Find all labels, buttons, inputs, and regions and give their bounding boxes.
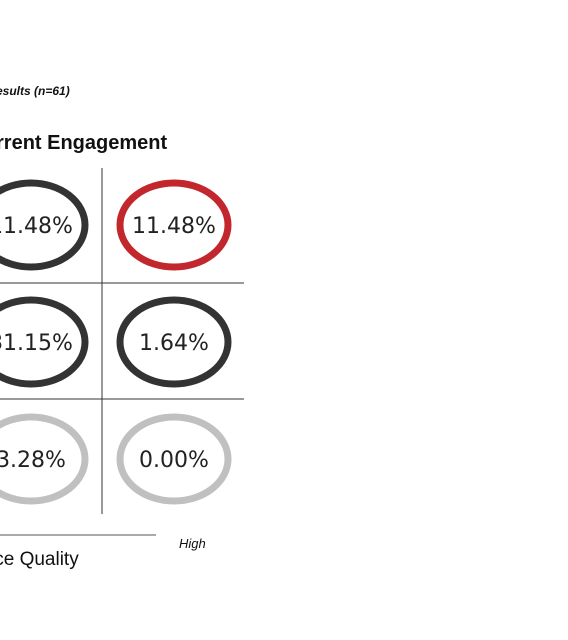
matrix-ring-r3-c1 [0, 413, 89, 505]
matrix-value-r2-c2: 1.64% [139, 331, 209, 356]
matrix-value-r2-c1: 31.15% [0, 331, 73, 356]
matrix-ring-r1-c2 [116, 179, 232, 271]
matrix-ring-r1-c1 [0, 179, 89, 271]
grid-lines [0, 168, 244, 536]
matrix-ring-r3-c2 [116, 413, 232, 505]
matrix-ring-r2-c2 [116, 296, 232, 388]
matrix-cell-r3-c2: 0.00% [116, 413, 232, 505]
matrix-value-r3-c1: 3.28% [0, 448, 66, 473]
matrix-cell-r3-c1: 3.28% [0, 413, 89, 505]
matrix-cell-r2-c2: 1.64% [116, 296, 232, 388]
matrix-cell-r1-c2: 11.48% [116, 179, 232, 271]
x-axis-high-label: High [179, 536, 206, 551]
matrix-cells: 11.48% 11.48% 31.15% 1.64% 3.28% 0.00% [0, 179, 232, 505]
matrix-cell-r1-c1: 11.48% [0, 179, 89, 271]
matrix-cell-r2-c1: 31.15% [0, 296, 89, 388]
matrix-value-r1-c1: 11.48% [0, 214, 73, 239]
matrix-ring-r2-c1 [0, 296, 89, 388]
x-axis-label: ice Quality [0, 549, 79, 570]
chart-caption: esults (n=61) [0, 84, 70, 98]
matrix-value-r3-c2: 0.00% [139, 448, 209, 473]
matrix-value-r1-c2: 11.48% [132, 214, 216, 239]
chart-title: rrent Engagement [0, 132, 168, 154]
